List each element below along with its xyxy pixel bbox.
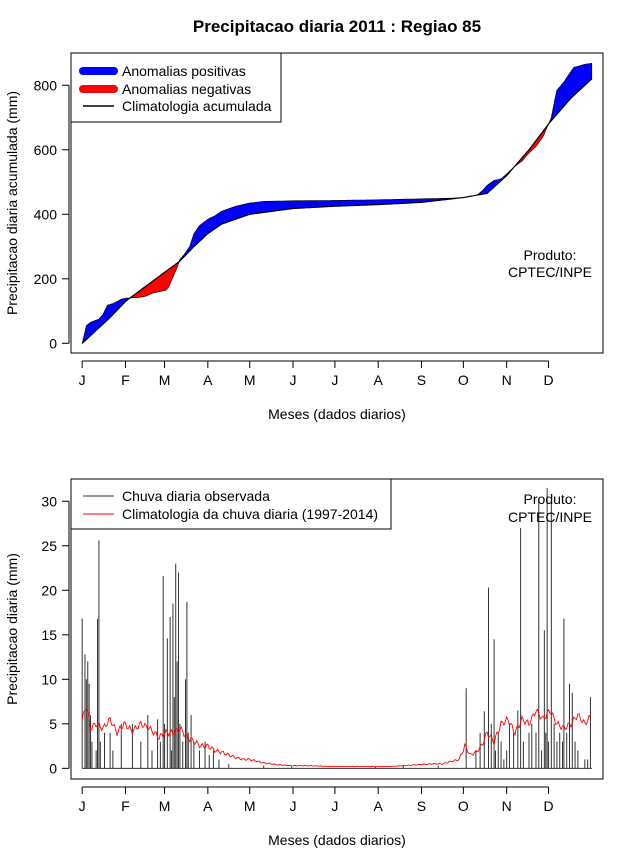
- accumulated-panel: 0 200 400 600 800 J F M A M J J A S O N D Precipitacao d…: [4, 52, 604, 422]
- y-tick-label: 5: [49, 716, 57, 732]
- x-tick-label: J: [290, 372, 297, 388]
- y-tick-label: 15: [41, 627, 57, 643]
- x-tick-label: J: [79, 372, 86, 388]
- daily-plot-area: [81, 487, 592, 769]
- x-tick-label: J: [331, 372, 338, 388]
- chart-title: Precipitacao diaria 2011 : Regiao 85: [193, 17, 481, 36]
- legend-label-climatology: Climatologia acumulada: [122, 98, 272, 114]
- accumulated-annotation-line2: CPTEC/INPE: [508, 264, 592, 280]
- daily-annotation-line2: CPTEC/INPE: [508, 509, 592, 525]
- x-tick-label: D: [543, 798, 553, 814]
- x-tick-label: J: [79, 798, 86, 814]
- x-tick-label: A: [374, 798, 384, 814]
- y-tick-label: 0: [49, 760, 57, 776]
- accumulated-annotation-line1: Produto:: [524, 247, 577, 263]
- x-tick-label: N: [502, 372, 512, 388]
- daily-legend-box: [70, 478, 392, 530]
- accumulated-y-label: Precipitacao diaria acumulada (mm): [4, 91, 20, 315]
- accumulated-axes: 0 200 400 600 800 J F M A M J J A S O N D: [34, 77, 554, 388]
- x-tick-label: F: [121, 798, 130, 814]
- daily-x-label: Meses (dados diarios): [268, 832, 406, 848]
- x-tick-label: A: [203, 798, 213, 814]
- x-tick-label: M: [244, 372, 256, 388]
- daily-climatology-line: [81, 707, 591, 768]
- y-tick-label: 400: [34, 206, 58, 222]
- x-tick-label: S: [417, 372, 426, 388]
- x-tick-label: M: [159, 372, 171, 388]
- legend-label-daily-climatology: Climatologia da chuva diaria (1997-2014): [122, 506, 378, 522]
- accumulated-plot-area: [81, 62, 593, 345]
- y-tick-label: 200: [34, 271, 58, 287]
- y-tick-label: 10: [41, 671, 57, 687]
- x-tick-label: A: [374, 372, 384, 388]
- x-tick-label: A: [203, 372, 213, 388]
- x-tick-label: M: [244, 798, 256, 814]
- daily-y-label: Precipitacao diaria (mm): [4, 553, 20, 705]
- x-tick-label: O: [458, 372, 469, 388]
- x-tick-label: N: [502, 798, 512, 814]
- daily-legend: Chuva diaria observada Climatologia da c…: [70, 478, 392, 530]
- x-tick-label: O: [458, 798, 469, 814]
- daily-panel: 0 5 10 15 20 25 30 J F M A M J J A S O N D Precipitacao di…: [4, 478, 604, 848]
- y-tick-label: 30: [41, 493, 57, 509]
- positive-anomaly-area: [178, 167, 514, 264]
- legend-label-observed: Chuva diaria observada: [122, 488, 270, 504]
- x-tick-label: J: [290, 798, 297, 814]
- y-tick-label: 20: [41, 582, 57, 598]
- x-tick-label: S: [417, 798, 426, 814]
- legend-label-negative: Anomalias negativas: [122, 81, 251, 97]
- legend-label-positive: Anomalias positivas: [122, 63, 246, 79]
- accumulated-x-label: Meses (dados diarios): [268, 406, 406, 422]
- y-tick-label: 600: [34, 142, 58, 158]
- y-tick-label: 25: [41, 538, 57, 554]
- accumulated-plot-frame: [70, 52, 604, 354]
- y-tick-label: 800: [34, 77, 58, 93]
- climatology-accumulated-line: [81, 78, 593, 344]
- accumulated-legend: Anomalias positivas Anomalias negativas …: [70, 52, 282, 123]
- daily-axes: 0 5 10 15 20 25 30 J F M A M J J A S O N D: [41, 493, 553, 814]
- daily-annotation-line1: Produto:: [524, 491, 577, 507]
- y-tick-label: 0: [49, 335, 57, 351]
- x-tick-label: D: [543, 372, 553, 388]
- x-tick-label: M: [159, 798, 171, 814]
- x-tick-label: F: [121, 372, 130, 388]
- x-tick-label: J: [331, 798, 338, 814]
